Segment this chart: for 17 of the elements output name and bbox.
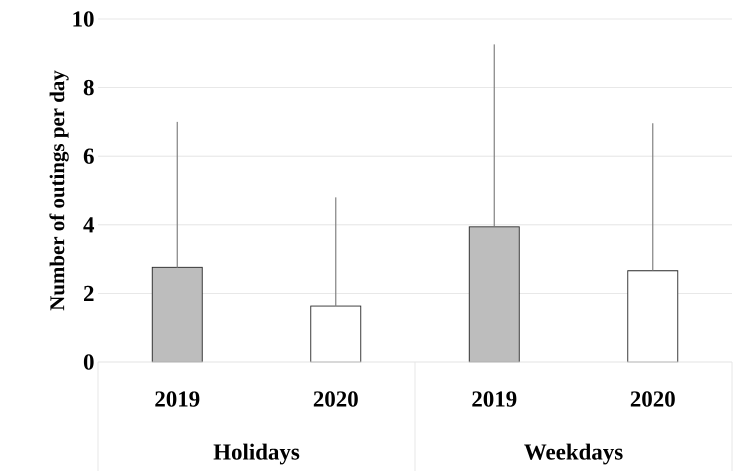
text: Weekdays [524, 443, 623, 464]
x-tick-label: 2019 [472, 391, 516, 407]
y-tick-label: 2 [84, 286, 94, 301]
bar [468, 226, 520, 362]
y-tick-label: 8 [84, 80, 94, 96]
x-tick-label: 2020 [630, 391, 675, 407]
y-tick-label: 0 [84, 354, 94, 370]
y-tick-label: 10 [73, 11, 94, 27]
x-tick-label: 2020 [314, 391, 358, 407]
y-tick-label: 4 [83, 217, 94, 232]
x-tick-label: 2019 [155, 391, 200, 407]
bar [627, 270, 678, 362]
bar [152, 266, 203, 362]
bar [310, 305, 362, 362]
text: Holidays [214, 443, 300, 464]
y-tick-label: 6 [84, 148, 94, 164]
y-axis-title: Number of outings per day [49, 70, 69, 310]
